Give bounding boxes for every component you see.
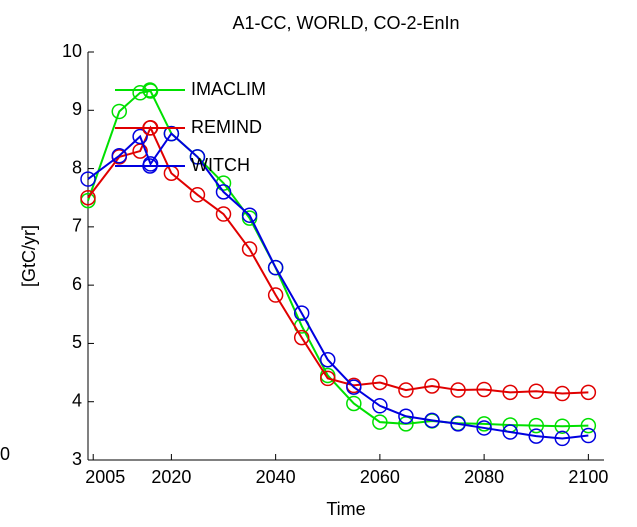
legend-marker [142,120,158,136]
data-point [450,416,466,432]
series-line [87,89,589,428]
data-point [476,416,492,432]
data-point [293,329,310,346]
x-tick-label: 2020 [151,467,191,487]
y-tick-label: 9 [72,99,82,119]
y-tick-label: 6 [72,274,82,294]
data-point [528,417,544,434]
data-point [528,428,544,444]
data-point [241,241,258,257]
data-point [346,379,362,395]
data-point [580,427,597,444]
data-point [372,414,388,430]
data-point [163,125,180,142]
y-tick-label: 4 [72,390,82,410]
data-point [502,384,518,401]
data-point [241,207,258,223]
x-tick-label: 2005 [85,467,125,487]
data-point [293,305,310,321]
data-point [424,412,440,429]
series-line [87,125,589,395]
data-point [346,395,362,412]
y-tick-label: 8 [72,157,82,177]
data-point [111,103,128,120]
data-point [267,287,284,303]
data-point [372,398,388,414]
y-tick-label: 7 [72,216,82,236]
data-point [189,187,206,203]
data-point [215,184,232,200]
data-point [267,259,284,276]
data-point [554,430,571,447]
data-point [398,382,414,398]
legend-marker [142,82,158,98]
data-point [111,147,128,164]
data-point [189,149,206,165]
data-point [132,85,148,101]
data-point [554,385,571,402]
y-tick-label: 5 [72,332,82,352]
y-tick-label: 3 [72,449,82,469]
data-point [80,171,96,187]
data-point [132,128,148,145]
data-point [476,420,492,436]
y-tick-label: 10 [62,41,82,61]
legend-label: IMACLIM [191,79,266,99]
data-point [424,378,440,394]
data-point [372,374,388,391]
series-line [87,132,589,440]
data-point [554,418,571,434]
x-tick-label: 2100 [568,467,608,487]
data-point [320,351,336,368]
y-axis-label: [GtC/yr] [19,225,39,287]
x-tick-label: 2040 [256,467,296,487]
stray-label: 0 [0,444,10,464]
chart-title: A1-CC, WORLD, CO-2-EnIn [232,13,459,33]
data-point [450,382,466,398]
x-tick-label: 2060 [360,467,400,487]
legend-label: REMIND [191,117,262,137]
x-tick-label: 2080 [464,467,504,487]
data-point [580,417,597,434]
data-point [580,384,597,401]
data-point [80,189,96,206]
data-point [502,424,518,440]
data-point [320,370,336,387]
data-point [528,383,544,399]
data-point [398,408,414,425]
legend-label: WITCH [191,155,250,175]
legend-marker [142,158,158,174]
x-axis-label: Time [326,499,365,519]
data-point [476,381,492,398]
data-point [215,206,232,222]
